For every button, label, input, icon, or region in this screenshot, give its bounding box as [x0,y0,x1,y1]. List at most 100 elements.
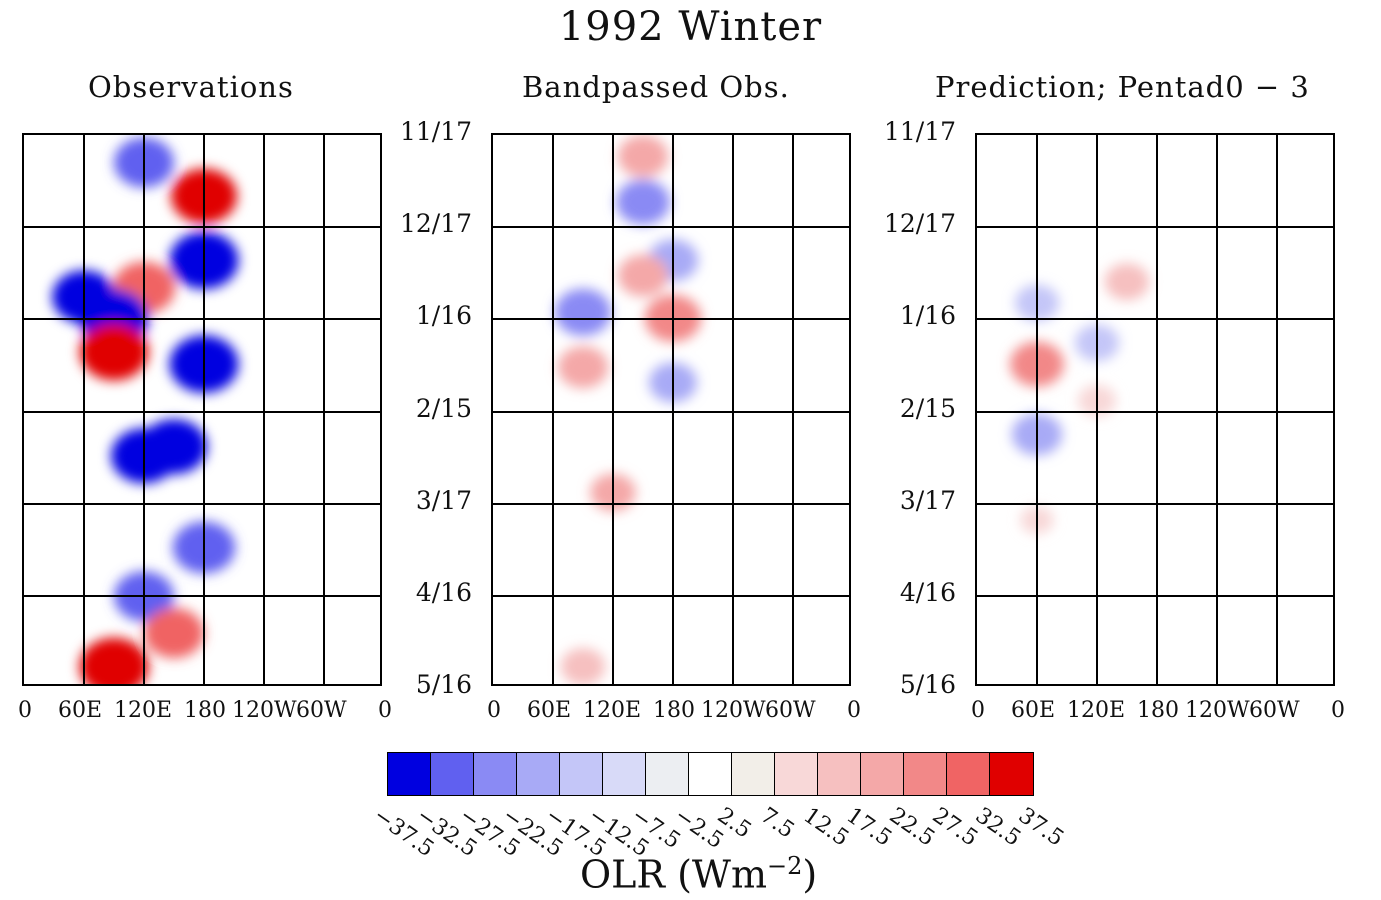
gridline-date [977,226,1333,229]
y-tick-label: 4/16 [899,577,956,607]
panel-title-bandpassed: Bandpassed Obs. [522,70,790,104]
gridline-longitude [1276,135,1278,684]
gridline-date [24,410,380,413]
colorbar-title-exponent: −2 [767,852,803,880]
gridline-date [977,594,1333,597]
anomaly-blob [616,179,670,225]
gridline-date [977,410,1333,413]
x-tick-label: 0 [1331,698,1345,723]
y-tick-label: 12/17 [883,209,956,239]
x-tick-label: 60W [296,698,347,723]
colorbar-swatch [646,753,689,795]
x-tick-label: 60E [527,698,572,723]
x-tick-label: 180 [184,698,226,723]
gridline-longitude [1156,135,1158,684]
gridline-date [493,502,849,505]
anomaly-blob [79,637,149,684]
heatmap-bandpassed [491,133,851,686]
gridline-date [24,594,380,597]
colorbar-swatch [560,753,603,795]
gridline-longitude [552,135,554,684]
colorbar-tick-label: 32.5 [970,803,1026,852]
gridline-date [24,502,380,505]
gridline-date [24,226,380,229]
colorbar-swatch [474,753,517,795]
colorbar-swatch [818,753,861,795]
x-tick-label: 0 [18,698,32,723]
x-tick-label: 0 [847,698,861,723]
x-tick-label: 180 [653,698,695,723]
colorbar [387,752,1034,796]
figure-title: 1992 Winter [558,4,823,50]
anomaly-blob [617,254,669,297]
colorbar-tick-label: 12.5 [798,803,854,852]
x-tick-label: 60W [765,698,816,723]
y-tick-label: 2/15 [899,393,956,423]
y-tick-label: 11/17 [399,117,472,146]
x-tick-label: 60E [1011,698,1056,723]
x-tick-label: 0 [487,698,501,723]
colorbar-swatch [990,753,1033,795]
gridline-longitude [1036,135,1038,684]
y-tick-label: 1/16 [899,301,956,331]
gridline-longitude [672,135,674,684]
gridline-longitude [143,135,145,684]
heatmap-observations [22,133,382,686]
gridline-longitude [203,135,205,684]
gridline-longitude [792,135,794,684]
colorbar-swatch [861,753,904,795]
x-tick-label: 120E [1067,698,1126,723]
colorbar-swatch [775,753,818,795]
x-tick-label: 180 [1137,698,1179,723]
x-tick-label: 60W [1249,698,1300,723]
gridline-date [977,502,1333,505]
colorbar-tick-label: 22.5 [884,803,940,852]
colorbar-swatch [388,753,431,795]
y-tick-label: 11/17 [883,117,956,146]
colorbar-tick-label: 37.5 [1013,803,1069,852]
gridline-longitude [1216,135,1218,684]
gridline-date [493,318,849,321]
panel-title-prediction: Prediction; Pentad0 − 3 [935,70,1310,104]
x-tick-label: 120W [232,698,297,723]
heatmap-canvas [554,135,702,684]
y-tick-label: 5/16 [415,670,472,699]
anomaly-blob [144,608,204,658]
colorbar-swatch [732,753,775,795]
colorbar-swatch [947,753,990,795]
gridline-longitude [1096,135,1098,684]
gridline-date [493,410,849,413]
y-tick-label: 12/17 [399,209,472,239]
gridline-longitude [83,135,85,684]
anomaly-blob [560,648,606,684]
x-tick-label: 120W [701,698,766,723]
colorbar-tick-label: 27.5 [927,803,983,852]
x-tick-label: 120E [583,698,642,723]
anomaly-blob [557,346,609,389]
gridline-date [493,594,849,597]
colorbar-swatch [431,753,474,795]
gridline-date [977,318,1333,321]
colorbar-title: OLR (Wm−2) [580,852,817,897]
anomaly-blob [1104,263,1150,301]
x-tick-label: 0 [378,698,392,723]
heatmap-prediction [975,133,1335,686]
x-tick-label: 60E [58,698,103,723]
y-tick-label: 5/16 [899,670,956,699]
colorbar-swatch [689,753,732,795]
gridline-longitude [323,135,325,684]
gridline-date [493,226,849,229]
y-tick-label: 4/16 [415,577,472,607]
colorbar-title-text: OLR (Wm [580,852,767,897]
x-tick-label: 120W [1185,698,1250,723]
colorbar-tick-label: 17.5 [841,803,897,852]
colorbar-swatch [603,753,646,795]
gridline-longitude [612,135,614,684]
y-tick-label: 2/15 [415,393,472,423]
x-tick-label: 0 [971,698,985,723]
panel-title-observations: Observations [88,70,294,104]
colorbar-title-close: ) [802,852,818,897]
gridline-longitude [263,135,265,684]
gridline-date [24,318,380,321]
x-tick-label: 120E [114,698,173,723]
